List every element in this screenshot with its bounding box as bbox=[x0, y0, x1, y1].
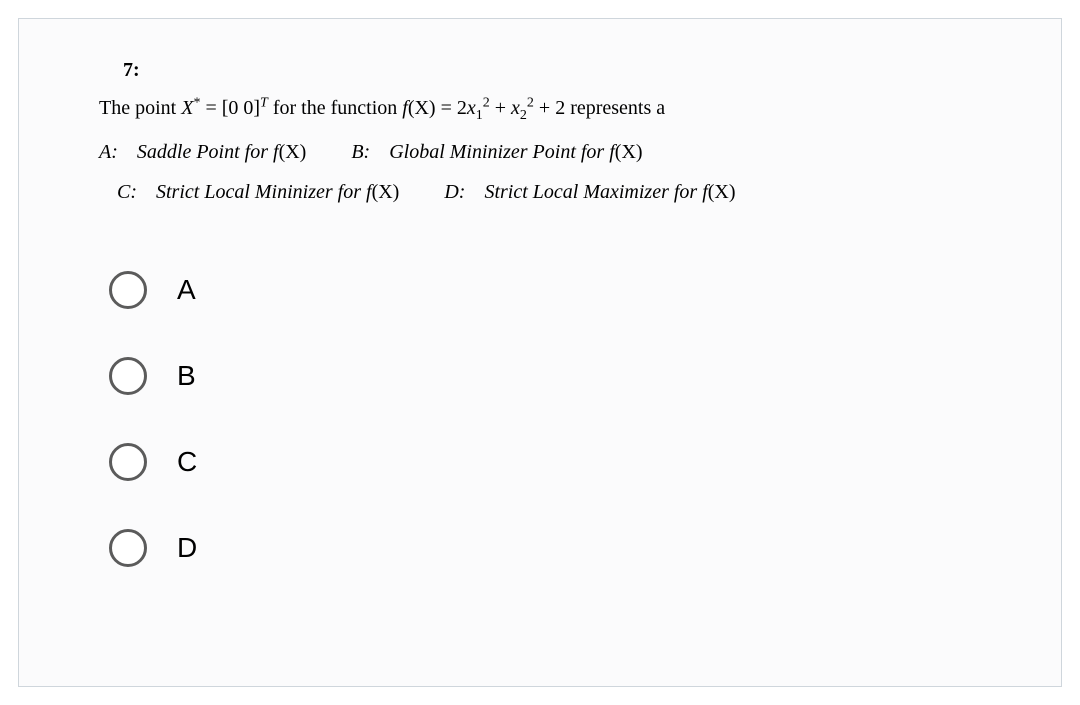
stem-tail: + 2 represents a bbox=[534, 97, 665, 119]
options-row-ab: A: Saddle Point for f(X) B: Global Minin… bbox=[99, 133, 1001, 171]
option-a-text-post: (X) bbox=[279, 141, 307, 163]
stem-x1: x bbox=[467, 97, 476, 119]
option-d-text-pre: Strict Local Maximizer for f bbox=[484, 181, 707, 203]
option-b-label: B: bbox=[351, 141, 370, 163]
option-d: D: Strict Local Maximizer for f(X) bbox=[444, 181, 735, 203]
option-a: A: Saddle Point for f(X) bbox=[99, 141, 311, 163]
question-card: 7: The point X* = [0 0]T for the functio… bbox=[18, 18, 1062, 687]
question-number: 7: bbox=[123, 59, 1001, 82]
answer-c-label: C bbox=[177, 446, 197, 478]
option-c-text-pre: Strict Local Mininizer for f bbox=[156, 181, 372, 203]
option-b-text-post: (X) bbox=[615, 141, 643, 163]
option-b-text-pre: Global Mininizer Point for f bbox=[389, 141, 615, 163]
answer-d-label: D bbox=[177, 532, 197, 564]
answer-b-label: B bbox=[177, 360, 196, 392]
radio-icon[interactable] bbox=[109, 529, 147, 567]
answer-option-b[interactable]: B bbox=[109, 357, 1001, 395]
radio-icon[interactable] bbox=[109, 271, 147, 309]
option-c-text-post: (X) bbox=[372, 181, 400, 203]
option-c: C: Strict Local Mininizer for f(X) bbox=[117, 181, 404, 203]
stem-plus1: + bbox=[490, 97, 511, 119]
answer-option-d[interactable]: D bbox=[109, 529, 1001, 567]
answer-a-label: A bbox=[177, 274, 196, 306]
stem-mid: for the function bbox=[268, 97, 402, 119]
option-c-label: C: bbox=[117, 181, 137, 203]
question-stem: The point X* = [0 0]T for the function f… bbox=[99, 92, 1001, 127]
stem-sup1: 2 bbox=[483, 95, 490, 110]
stem-sup2: 2 bbox=[527, 95, 534, 110]
option-d-text-post: (X) bbox=[708, 181, 736, 203]
radio-icon[interactable] bbox=[109, 357, 147, 395]
answer-option-c[interactable]: C bbox=[109, 443, 1001, 481]
stem-sub1: 1 bbox=[476, 108, 483, 123]
stem-prefix: The point bbox=[99, 97, 181, 119]
stem-eq: = [0 0] bbox=[200, 97, 260, 119]
stem-sub2: 2 bbox=[520, 108, 527, 123]
answer-option-a[interactable]: A bbox=[109, 271, 1001, 309]
answer-list: A B C D bbox=[109, 271, 1001, 567]
stem-transpose: T bbox=[260, 95, 268, 110]
radio-icon[interactable] bbox=[109, 443, 147, 481]
option-b: B: Global Mininizer Point for f(X) bbox=[351, 141, 642, 163]
stem-x2: x bbox=[511, 97, 520, 119]
option-a-label: A: bbox=[99, 141, 118, 163]
options-row-cd: C: Strict Local Mininizer for f(X) D: St… bbox=[117, 173, 1001, 211]
stem-paren: (X) = 2 bbox=[408, 97, 467, 119]
option-d-label: D: bbox=[444, 181, 465, 203]
stem-var: X bbox=[181, 97, 193, 119]
option-a-text-pre: Saddle Point for f bbox=[137, 141, 279, 163]
